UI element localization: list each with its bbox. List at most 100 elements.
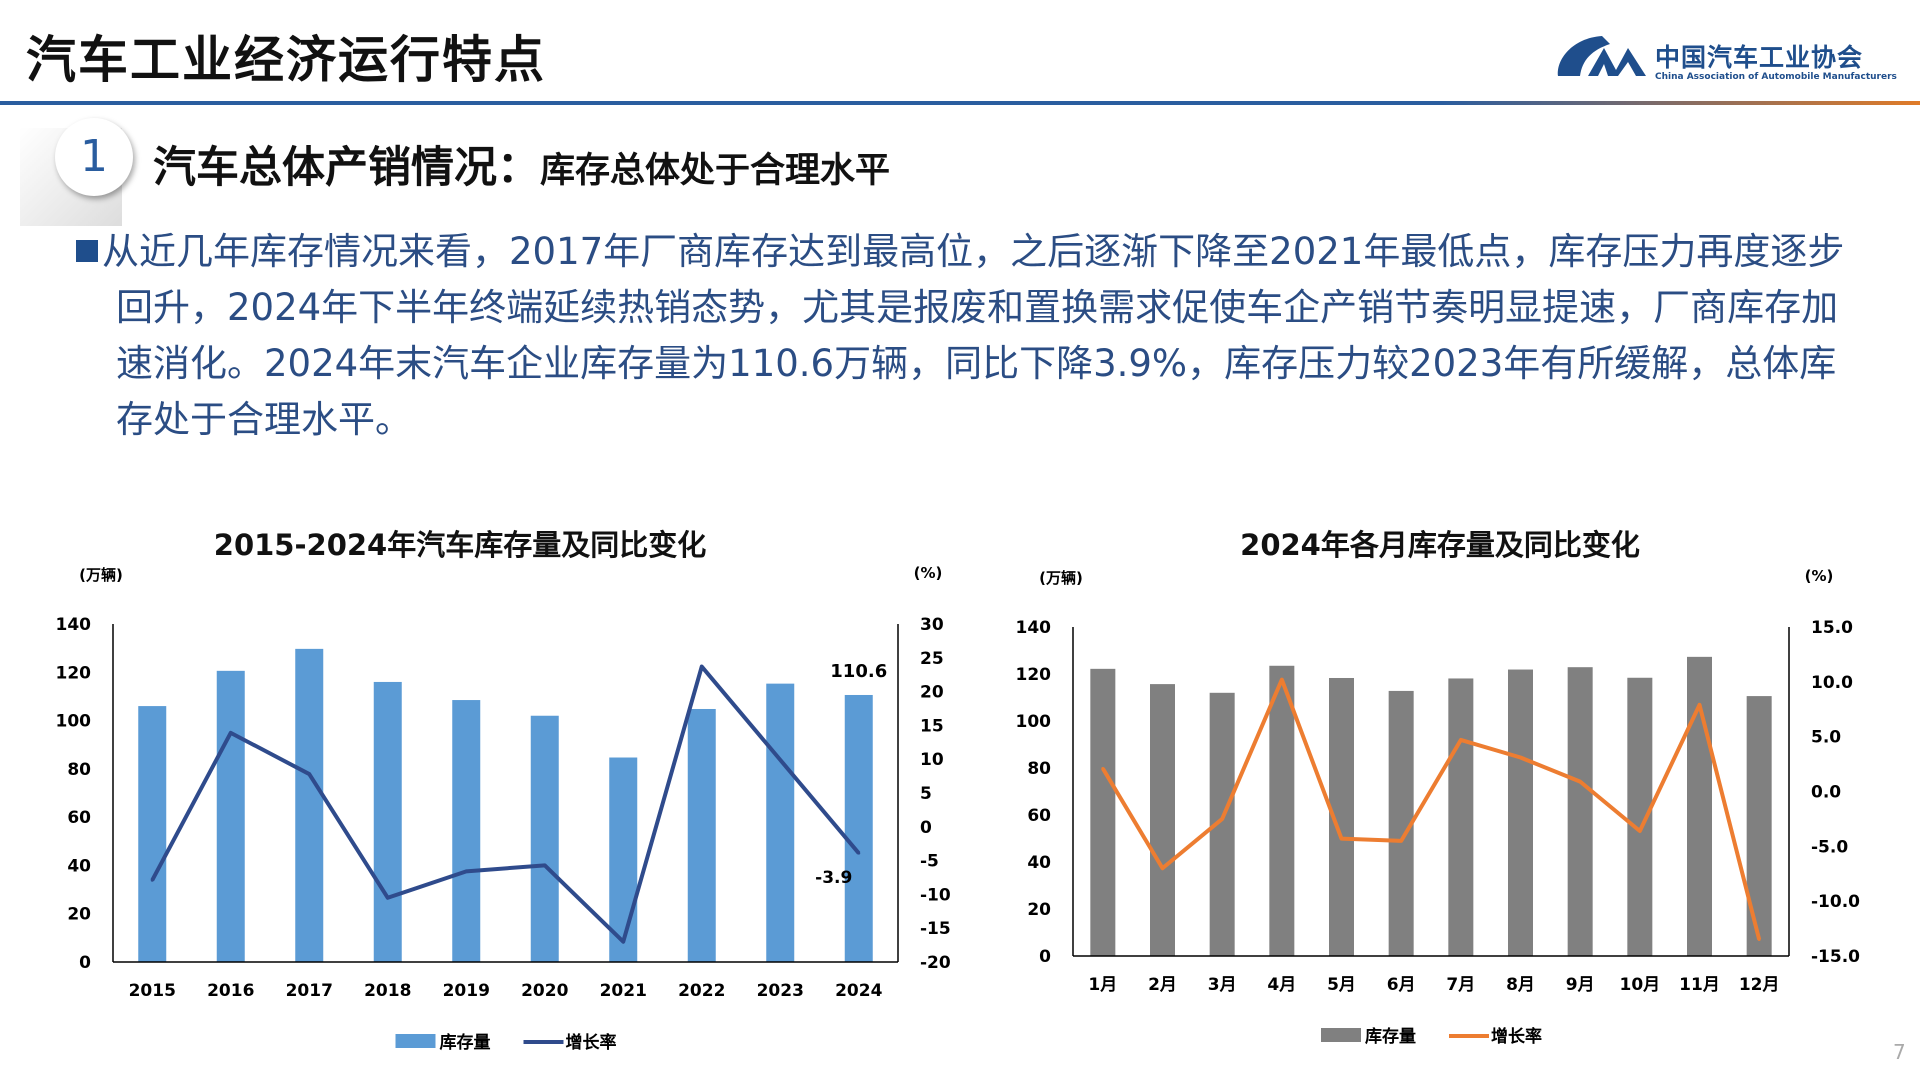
left-tick-label: 60 [1027,806,1051,826]
legend-bar-swatch [1321,1028,1361,1042]
right-tick-label: 20 [920,683,944,703]
growth-point-10月 [1638,829,1642,833]
right-tick-label: 10 [920,750,944,770]
logo-text-cn: 中国汽车工业协会 [1655,43,1864,72]
legend-line-label: 增长率 [1491,1026,1542,1047]
x-tick-label: 2021 [600,981,647,1001]
bar-2015 [138,706,167,962]
bar-2018 [373,681,402,962]
left-axis-unit: (万辆) [1039,569,1083,587]
x-tick-label: 7月 [1446,975,1475,995]
growth-point-5月 [1340,837,1343,841]
caam-logo [1552,30,1892,90]
left-tick-label: 100 [1016,712,1052,732]
right-tick-label: -15.0 [1811,947,1860,967]
left-tick-label: 120 [1016,665,1052,685]
x-tick-label: 5月 [1327,975,1356,995]
legend-bar-swatch [395,1034,436,1048]
growth-point-9月 [1578,780,1582,784]
legend-line-label: 增长率 [566,1032,617,1053]
bar-8月 [1508,669,1533,956]
bar-2016 [216,670,245,962]
growth-point-2022 [700,665,704,669]
left-tick-label: 100 [56,712,92,732]
growth-point-2月 [1161,866,1164,870]
right-axis-unit: (%) [914,564,943,582]
legend-bar-label: 库存量 [1365,1026,1416,1047]
left-tick-label: 20 [1027,900,1051,920]
growth-point-2024 [857,851,861,855]
bar-2021 [609,757,638,962]
x-tick-label: 3月 [1208,975,1237,995]
right-tick-label: -20 [920,953,951,973]
x-tick-label: 1月 [1088,975,1117,995]
left-tick-label: 40 [67,856,91,876]
left-tick-label: 140 [1016,618,1052,638]
right-axis-unit: (%) [1805,567,1834,585]
section-number: 1 [55,118,133,196]
right-tick-label: -10 [920,885,951,905]
chart1-title: 2015-2024年汽车库存量及同比变化 [213,528,707,562]
growth-point-2016 [229,731,233,735]
growth-point-6月 [1399,839,1403,843]
bar-2020 [530,715,559,962]
right-tick-label: 25 [920,649,944,669]
growth-point-1月 [1101,766,1105,770]
left-tick-label: 0 [1039,947,1051,967]
growth-point-8月 [1519,756,1522,760]
x-tick-label: 2023 [757,981,804,1001]
x-tick-label: 2020 [521,981,568,1001]
x-tick-label: 11月 [1679,975,1720,995]
growth-point-2017 [307,772,311,776]
growth-point-11月 [1698,703,1701,707]
right-tick-label: 0 [920,818,932,838]
x-tick-label: 4月 [1267,975,1296,995]
x-tick-label: 2015 [129,981,176,1001]
bar-4月 [1269,665,1295,956]
legend-bar-label: 库存量 [440,1032,491,1053]
growth-point-2021 [621,940,625,944]
right-tick-label: 15.0 [1811,618,1853,638]
chart2-inventory-monthly: (万辆) (%) 0 20 40 60 80 100 120 140 -15.0 -10.0 -5.0 0… [1016,567,1861,1047]
growth-point-3月 [1220,817,1224,821]
left-axis-unit: (万辆) [79,566,123,584]
growth-point-2023 [778,758,782,762]
bar-value-label: 110.6 [830,661,887,682]
right-tick-label: 10.0 [1811,673,1853,693]
growth-point-7月 [1459,738,1463,742]
left-tick-label: 60 [67,808,91,828]
x-tick-label: 9月 [1566,975,1595,995]
body-paragraph: 从近几年库存情况来看，2017年厂商库存达到最高位，之后逐渐下降至2021年最低… [76,224,1856,448]
left-tick-label: 0 [79,953,91,973]
bar-2017 [295,648,324,962]
x-tick-label: 10月 [1619,975,1660,995]
body-text: 从近几年库存情况来看，2017年厂商库存达到最高位，之后逐渐下降至2021年最低… [102,230,1845,441]
growth-point-4月 [1280,678,1284,682]
left-tick-label: 40 [1027,853,1051,873]
right-tick-label: -5 [920,852,939,872]
bar-7月 [1448,678,1474,956]
left-tick-label: 80 [67,760,91,780]
x-tick-label: 2024 [835,981,882,1001]
left-tick-label: 140 [56,615,92,635]
right-tick-label: 30 [920,615,944,635]
bar-2022 [687,708,716,962]
x-tick-label: 2017 [286,981,333,1001]
bar-2024 [844,694,873,962]
left-tick-label: 80 [1027,759,1051,779]
right-tick-label: -15 [920,919,951,939]
bullet-square-icon [76,240,98,262]
chart1-inventory-yearly: (万辆) (%) 0 20 40 60 80 100 120 140 -20 -15 -10 -5 0 5 10… [56,564,951,1053]
page-title: 汽车工业经济运行特点 [26,31,546,89]
x-tick-label: 2018 [364,981,411,1001]
caam-logo-icon [1557,36,1646,76]
header-divider [0,101,1920,105]
right-tick-label: -10.0 [1811,892,1860,912]
bar-2月 [1150,684,1175,956]
section-title-main: 汽车总体产销情况： [153,143,540,193]
page-number: 7 [1893,1040,1906,1064]
right-tick-label: 5.0 [1811,728,1841,748]
logo-text-en: China Association of Automobile Manufact… [1655,72,1897,82]
growth-rate-line [1101,677,1762,941]
bar-2019 [452,700,481,962]
